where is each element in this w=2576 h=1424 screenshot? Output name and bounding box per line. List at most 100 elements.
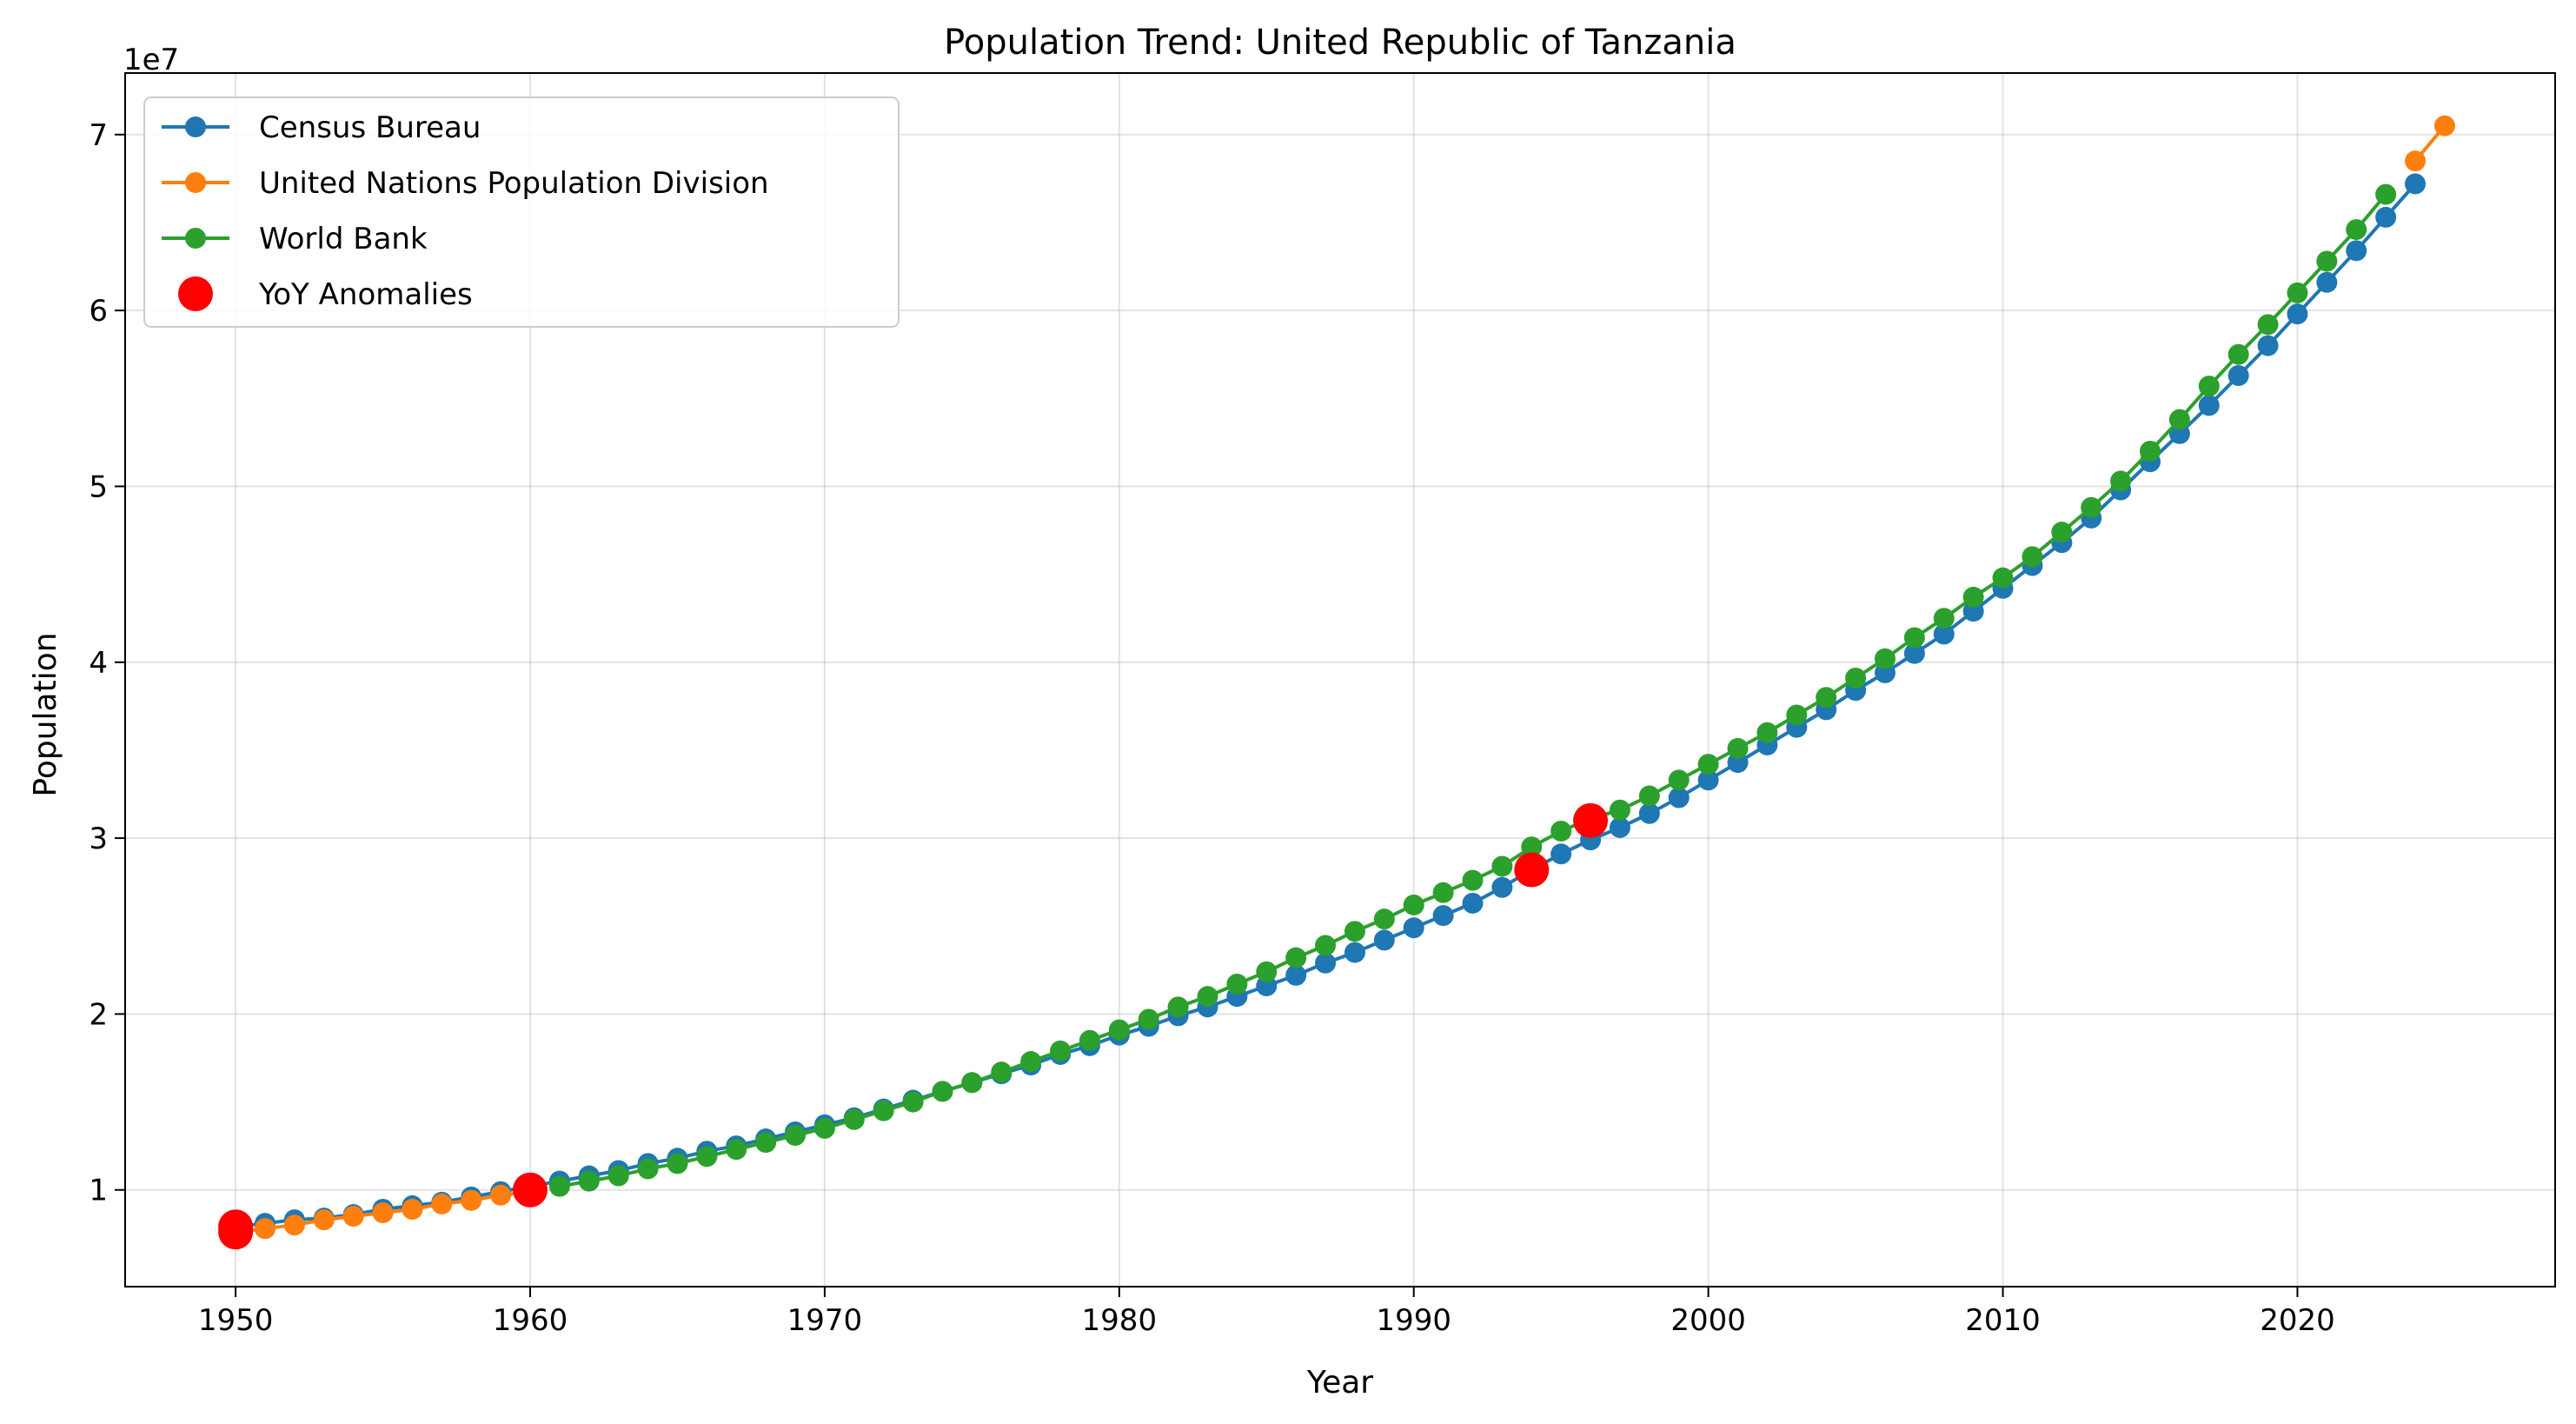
data-point-world-bank <box>1108 1019 1130 1041</box>
data-point-world-bank <box>2051 522 2073 543</box>
data-point-census-bureau <box>2316 271 2338 293</box>
data-point-united-nations-population-division <box>431 1193 453 1214</box>
data-point-world-bank <box>1903 627 1925 649</box>
data-point-census-bureau <box>1668 787 1690 808</box>
data-point-census-bureau <box>2287 303 2308 325</box>
series-census-bureau <box>225 173 2427 1238</box>
data-point-world-bank <box>2110 470 2132 492</box>
data-point-world-bank <box>961 1072 983 1094</box>
data-point-world-bank <box>2287 282 2308 303</box>
data-point-world-bank <box>726 1139 747 1161</box>
legend-marker-united-nations <box>185 172 206 193</box>
x-tick-label: 1950 <box>198 1303 274 1338</box>
data-point-world-bank <box>1491 855 1513 877</box>
legend-marker-world-bank <box>185 228 206 249</box>
data-point-world-bank <box>667 1153 688 1174</box>
series-line-census-bureau <box>235 183 2417 1229</box>
data-point-world-bank <box>548 1175 570 1197</box>
data-point-united-nations-population-division <box>2405 150 2427 172</box>
data-point-world-bank <box>2081 496 2102 518</box>
data-point-world-bank <box>1020 1051 1042 1073</box>
data-point-world-bank <box>755 1132 777 1154</box>
data-point-census-bureau <box>1403 917 1424 939</box>
x-tick-label: 1970 <box>787 1303 863 1338</box>
data-point-world-bank <box>1197 986 1218 1008</box>
data-point-world-bank <box>1373 908 1395 930</box>
legend-entry-united-nations: United Nations Population Division <box>162 166 769 201</box>
y-tick-label: 3 <box>89 822 108 856</box>
anomaly-point <box>218 1209 254 1245</box>
data-point-united-nations-population-division <box>313 1209 335 1231</box>
data-point-united-nations-population-division <box>254 1218 276 1240</box>
data-point-census-bureau <box>1373 929 1395 951</box>
data-point-united-nations-population-division <box>283 1214 305 1236</box>
x-tick-label: 2020 <box>2260 1303 2335 1338</box>
y-axis-label: Population <box>28 632 63 796</box>
legend-marker-census-bureau <box>185 116 206 137</box>
data-point-world-bank <box>1432 882 1454 903</box>
data-point-census-bureau <box>1550 843 1572 865</box>
y-axis-offset-label: 1e7 <box>123 43 179 77</box>
legend-marker-yoy-anomalies <box>178 276 213 311</box>
y-tick-label: 6 <box>89 294 108 329</box>
data-point-census-bureau <box>1903 642 1925 664</box>
legend-label-world-bank: World Bank <box>259 222 428 256</box>
data-point-world-bank <box>873 1100 894 1121</box>
data-point-world-bank <box>2346 219 2367 241</box>
data-point-united-nations-population-division <box>372 1202 394 1224</box>
data-point-world-bank <box>1315 935 1337 956</box>
plot-frame <box>124 72 2556 1288</box>
data-point-united-nations-population-division <box>461 1189 482 1211</box>
data-point-census-bureau <box>1432 905 1454 927</box>
legend-entry-yoy-anomalies: YoY Anomalies <box>178 276 473 312</box>
data-point-census-bureau <box>2198 395 2220 416</box>
series-yoy-anomalies <box>218 802 1609 1250</box>
data-point-world-bank <box>1609 799 1630 821</box>
legend-entry-world-bank: World Bank <box>162 222 428 256</box>
data-point-world-bank <box>1845 667 1867 689</box>
data-point-world-bank <box>1403 894 1424 915</box>
x-tick-label: 1990 <box>1376 1303 1451 1338</box>
data-point-world-bank <box>932 1081 953 1102</box>
data-point-census-bureau <box>2405 173 2427 195</box>
data-point-world-bank <box>1285 947 1307 968</box>
data-point-world-bank <box>1638 785 1660 807</box>
legend-box <box>143 96 900 328</box>
data-point-world-bank <box>991 1061 1012 1083</box>
data-point-world-bank <box>2022 546 2043 568</box>
data-point-world-bank <box>1816 687 1837 709</box>
data-point-census-bureau <box>1638 802 1660 824</box>
legend: Census Bureau United Nations Population … <box>143 96 900 328</box>
data-point-world-bank <box>902 1091 924 1113</box>
data-point-world-bank <box>696 1146 718 1168</box>
series-layer <box>218 115 2455 1250</box>
legend-label-yoy-anomalies: YoY Anomalies <box>258 277 473 312</box>
data-point-world-bank <box>1167 996 1189 1018</box>
data-point-world-bank <box>2257 314 2279 336</box>
data-point-world-bank <box>1756 722 1778 743</box>
data-point-world-bank <box>1079 1029 1100 1051</box>
data-point-census-bureau <box>2346 240 2367 262</box>
data-point-world-bank <box>1256 961 1278 982</box>
data-point-world-bank <box>1138 1008 1159 1030</box>
data-point-world-bank <box>2375 183 2397 205</box>
data-point-world-bank <box>1226 974 1248 995</box>
data-point-world-bank <box>2168 409 2190 430</box>
data-point-world-bank <box>607 1165 629 1187</box>
anomaly-point <box>513 1172 548 1208</box>
data-point-census-bureau <box>2375 206 2397 228</box>
x-tick-label: 2000 <box>1670 1303 1746 1338</box>
anomaly-point <box>1514 852 1550 888</box>
data-point-world-bank <box>1050 1040 1072 1061</box>
y-tick-label: 7 <box>89 118 108 153</box>
data-point-world-bank <box>1462 869 1484 891</box>
chart-title: Population Trend: United Republic of Tan… <box>944 23 1736 63</box>
data-point-world-bank <box>637 1158 659 1180</box>
data-point-world-bank <box>1697 754 1719 775</box>
series-line-world-bank <box>559 193 2387 1188</box>
data-point-world-bank <box>1962 586 1984 608</box>
data-point-census-bureau <box>1344 942 1365 963</box>
data-point-world-bank <box>1786 704 1808 726</box>
data-point-census-bureau <box>1491 876 1513 898</box>
